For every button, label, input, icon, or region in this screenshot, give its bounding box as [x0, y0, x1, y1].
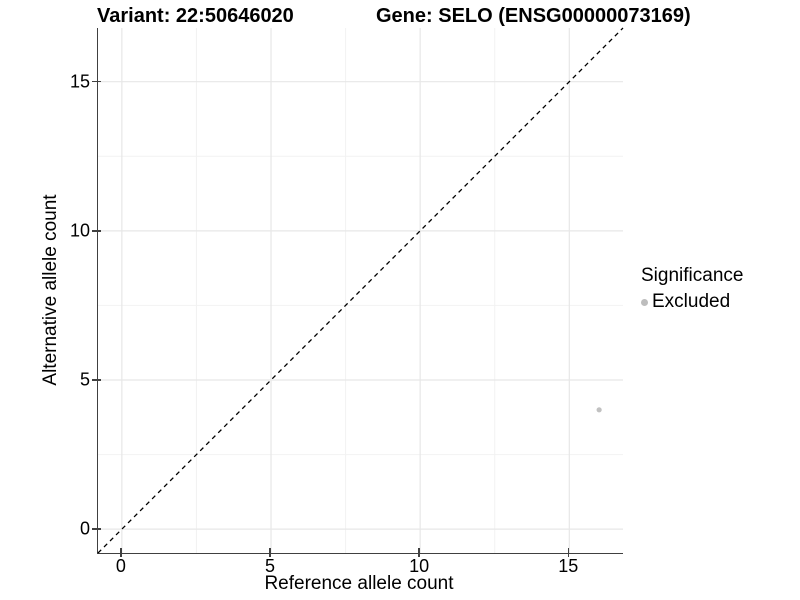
- x-axis-tick-mark: [120, 548, 122, 557]
- legend-title: Significance: [641, 265, 744, 286]
- y-axis-tick-mark: [92, 528, 101, 530]
- legend: Significance Excluded: [641, 265, 743, 313]
- x-axis-title: Reference allele count: [264, 573, 454, 594]
- y-axis-tick-label: 10: [69, 220, 90, 241]
- x-axis-tick-mark: [567, 548, 570, 557]
- y-axis-tick-mark: [92, 230, 101, 232]
- y-axis-title: Alternative allele count: [40, 194, 61, 386]
- x-axis-tick-mark: [418, 548, 420, 557]
- x-axis-tick-label: 5: [264, 556, 276, 576]
- x-axis-tick-label: 15: [558, 556, 579, 576]
- plot-title-gene: Gene: SELO (ENSG00000073169): [376, 5, 691, 27]
- y-axis-tick-label: 0: [79, 518, 90, 539]
- legend-key-dot-icon: [641, 298, 648, 306]
- data-point: [596, 407, 602, 413]
- x-axis-tick-mark: [269, 548, 271, 557]
- y-axis-tick-label: 15: [69, 71, 90, 92]
- x-axis-tick-label: 10: [409, 556, 430, 576]
- plot-panel: [97, 27, 624, 554]
- identity-dashed-line: [97, 27, 624, 554]
- y-axis-tick-mark: [92, 379, 101, 381]
- legend-entries: Excluded: [641, 291, 743, 313]
- plot-title-variant: Variant: 22:50646020: [97, 5, 294, 27]
- y-axis-tick-label: 5: [79, 369, 90, 390]
- legend-entry-label: Excluded: [652, 291, 731, 312]
- legend-entry: Excluded: [641, 291, 743, 313]
- plot-canvas: [97, 27, 624, 554]
- x-axis-tick-label: 0: [115, 556, 126, 576]
- y-axis-tick-mark: [92, 80, 101, 83]
